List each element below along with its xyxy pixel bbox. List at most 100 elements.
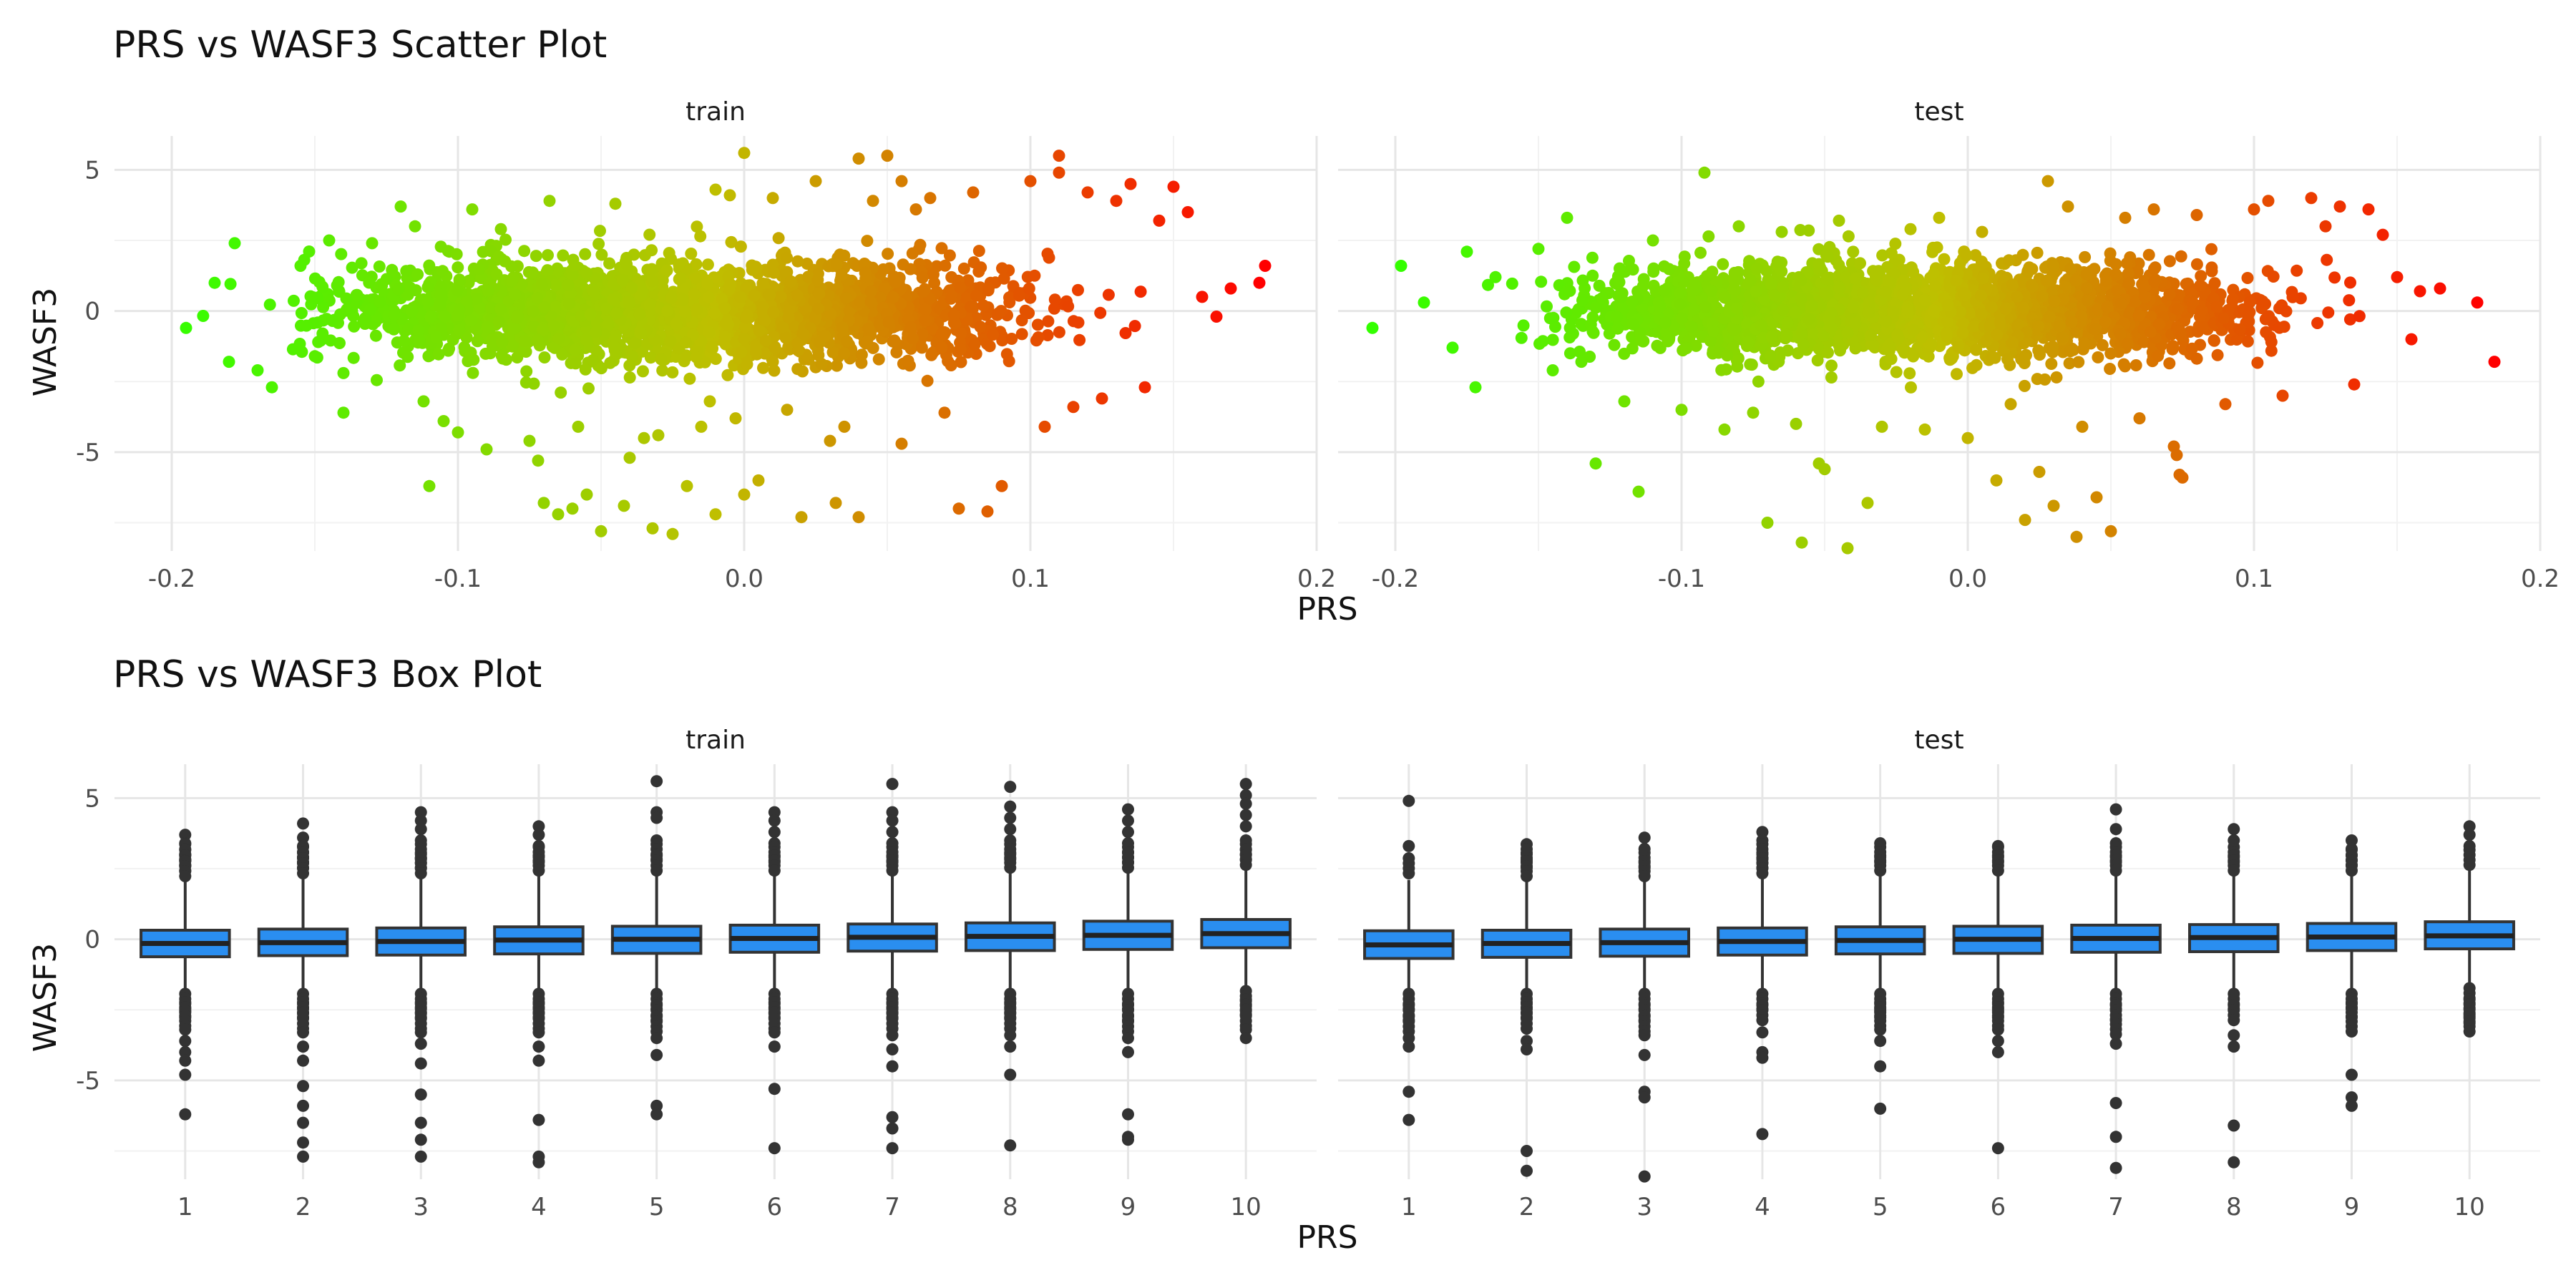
scatter-point [902,354,914,367]
scatter-point [709,508,722,521]
scatter-point [443,342,456,355]
scatter-point [542,249,554,262]
scatter-point [688,288,701,301]
scatter-test-x-tick-label: -0.2 [1372,565,1419,593]
scatter-point [1224,282,1237,295]
scatter-point [862,322,875,335]
scatter-point [556,348,569,361]
scatter-point [335,248,348,260]
scatter-point [655,353,668,366]
scatter-point [592,238,605,250]
scatter-point [836,321,849,334]
scatter-point [1124,177,1137,190]
scatter-point [406,305,419,318]
scatter-point [791,255,804,268]
scatter-point [490,268,503,280]
scatter-point [423,479,436,492]
scatter-point [915,341,928,354]
scatter-point [387,323,400,336]
scatter-point [348,320,361,333]
scatter-point [228,237,241,250]
scatter-point [664,335,677,348]
scatter-point [967,186,980,199]
scatter-point [1259,260,1272,272]
scatter-point [738,147,751,160]
scatter-point [954,281,967,294]
scatter-point [530,250,542,263]
scatter-point [374,296,386,308]
scatter-point [1896,343,1909,356]
scatter-point [2208,277,2221,290]
scatter-point [506,275,519,287]
scatter-point [417,395,430,408]
scatter-point [543,195,556,208]
scatter-point [2290,264,2303,277]
scatter-point [721,369,734,381]
scatter-point [584,308,597,321]
scatter-point [2031,246,2044,259]
scatter-point [1907,265,1920,278]
scatter-point [954,343,967,356]
scatter-point [1613,275,1626,288]
scatter-point [2064,345,2077,358]
scatter-point [373,260,386,273]
scatter-point [970,289,982,302]
scatter-point [562,278,575,291]
scatter-point [1138,381,1151,394]
scatter-point [2039,373,2051,386]
scatter-point [263,298,276,311]
scatter-point [587,354,600,366]
scatter-facet-test: -0.2 -0.1 0.0 0.1 0.2 [1338,136,2560,593]
scatter-point [1702,230,1715,243]
scatter-point [861,336,874,348]
scatter-point [723,189,736,202]
scatter-point [2104,363,2117,375]
scatter-point [333,285,346,297]
scatter-point [294,260,307,272]
scatter-point [388,308,401,321]
scatter-point [644,351,657,364]
scatter-point [531,292,544,304]
scatter-point [1094,306,1107,319]
scatter-point [812,348,825,361]
scatter-point [411,268,424,280]
scatter-point [527,266,539,279]
scatter-point [867,195,879,208]
scatter-point [1053,326,1065,338]
scatter-point [683,372,696,385]
scatter-point [709,183,722,196]
scatter-point [729,412,742,425]
scatter-point [1951,368,1963,381]
scatter-point [480,443,493,456]
scatter-point [2256,295,2269,308]
scatter-point [1196,291,1209,303]
scatter-point [1038,420,1051,433]
scatter-point [759,334,772,347]
scatter-point [996,334,1009,347]
scatter-point [982,282,995,295]
scatter-point [921,374,934,387]
scatter-point [887,270,900,283]
scatter-point [709,353,722,365]
scatter-point [784,275,797,288]
scatter-point [1771,255,1784,268]
scatter-point [887,291,899,303]
scatter-point [734,240,747,253]
scatter-point [917,286,930,298]
scatter-point [795,511,808,524]
scatter-point [323,234,336,247]
scatter-point [610,307,623,320]
scatter-point [1506,277,1518,290]
scatter-point [738,488,751,501]
scatter-point [355,257,368,270]
scatter-point [767,306,780,318]
scatter-point [380,273,393,286]
scatter-point [340,292,353,305]
scatter-point [482,284,494,297]
scatter-point [635,327,648,340]
scatter-point [779,331,792,344]
scatter-point [2321,253,2333,266]
scatter-point [1833,258,1845,271]
scatter-point [197,310,210,322]
scatter-point [645,244,658,257]
